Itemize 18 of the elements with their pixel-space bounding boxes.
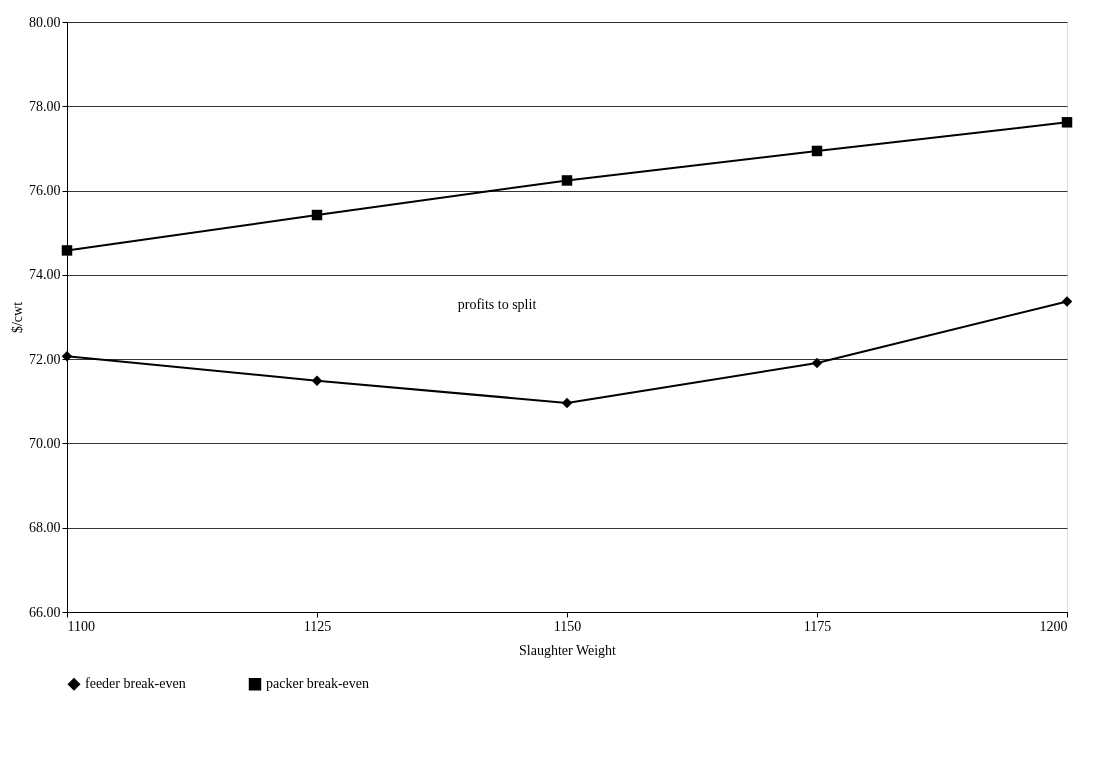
y-tick-label: 66.00 [29, 604, 61, 620]
y-tick-label: 72.00 [29, 351, 61, 367]
y-tick-label: 78.00 [29, 98, 61, 114]
y-tick-label: 74.00 [29, 267, 61, 283]
y-tick-label: 70.00 [29, 435, 61, 451]
x-tick-label: 1150 [553, 618, 582, 634]
annotation: profits to split [457, 297, 537, 313]
y-tick-label: 76.00 [29, 183, 61, 199]
legend-label: packer break-even [266, 676, 369, 692]
y-tick-label: 68.00 [29, 520, 61, 536]
x-axis-title: Slaughter Weight [519, 642, 617, 658]
y-axis-title: $/cwt [10, 301, 25, 334]
x-tick-label: 1125 [303, 618, 332, 634]
x-tick-label: 1175 [803, 618, 832, 634]
x-tick-label: 1100 [67, 618, 95, 634]
x-tick-label: 1200 [1039, 618, 1068, 634]
y-tick-label: 80.00 [29, 14, 61, 30]
legend-label: feeder break-even [85, 676, 186, 692]
